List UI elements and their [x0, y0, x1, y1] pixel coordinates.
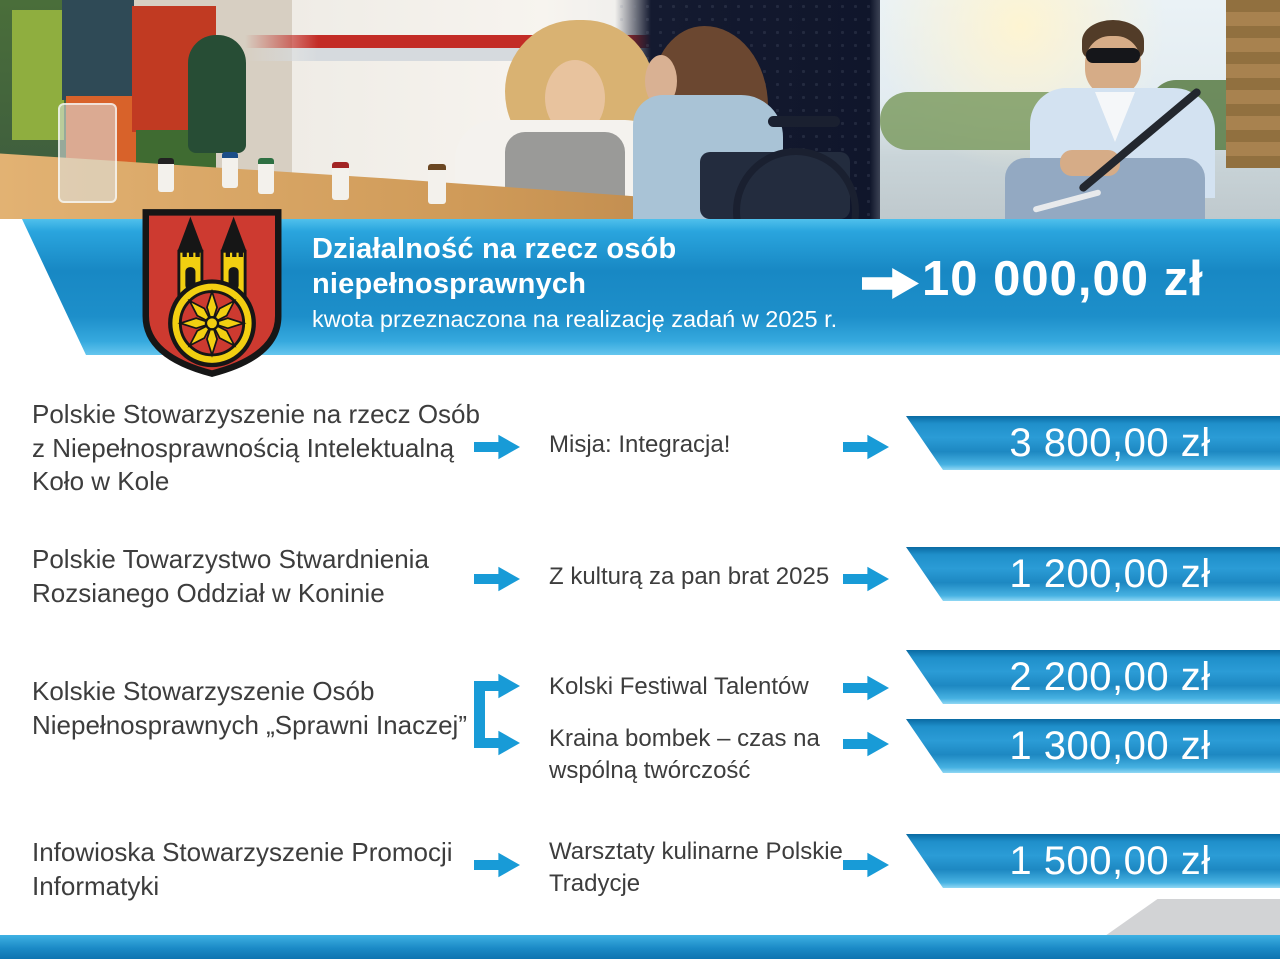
- org-name: Polskie Towarzystwo Stwardnienia Rozsian…: [32, 544, 429, 608]
- paint-bottle: [428, 164, 446, 204]
- photo-strip: [0, 0, 1280, 219]
- org-name: Polskie Stowarzyszenie na rzecz Osób z N…: [32, 399, 480, 497]
- org-name: Kolskie Stowarzyszenie Osób Niepełnospra…: [32, 676, 467, 740]
- branch-bracket-icon: [474, 686, 485, 743]
- project-name: Kraina bombek – czas na wspólną twórczoś…: [549, 725, 820, 784]
- man-face: [1085, 36, 1141, 96]
- mural-block: [62, 0, 134, 100]
- kolo-coat-of-arms: [142, 209, 282, 377]
- banner-title: Działalność na rzecz osób niepełnosprawn…: [312, 233, 677, 300]
- project-name: Z kulturą za pan brat 2025: [549, 563, 830, 590]
- amount-badge: 1 300,00 zł: [906, 719, 1280, 773]
- amount-value: 1 300,00 zł: [1009, 723, 1211, 768]
- paint-bottle: [258, 158, 274, 194]
- amount-value: 1 500,00 zł: [1009, 838, 1211, 883]
- gray-slant-decoration: [1105, 899, 1280, 936]
- paint-bottle: [332, 162, 349, 200]
- wheelchair-armrest: [768, 116, 840, 127]
- amount-badge: 2 200,00 zł: [906, 650, 1280, 704]
- mural-vase-shape: [188, 35, 246, 153]
- mural-block: [12, 10, 64, 140]
- arrow-right-icon: [843, 731, 889, 757]
- amount-badge: 1 500,00 zł: [906, 834, 1280, 888]
- project-name: Misja: Integracja!: [549, 431, 731, 458]
- amount-badge: 3 800,00 zł: [906, 416, 1280, 470]
- total-amount: 10 000,00 zł: [922, 252, 1204, 306]
- paint-bottle: [222, 152, 238, 188]
- org-name: Infowioska Stowarzyszenie Promocji Infor…: [32, 837, 453, 901]
- amount-badge: 1 200,00 zł: [906, 547, 1280, 601]
- amount-value: 3 800,00 zł: [1009, 420, 1211, 465]
- building-right: [1226, 0, 1280, 168]
- project-name: Kolski Festiwal Talentów: [549, 673, 809, 700]
- banner-subtitle: kwota przeznaczona na realizację zadań w…: [312, 306, 838, 332]
- bottom-blue-bar: [0, 935, 1280, 959]
- glass-vase: [58, 103, 117, 203]
- sunglasses: [1086, 48, 1140, 63]
- project-name: Warsztaty kulinarne Polskie Tradycje: [549, 838, 843, 897]
- amount-value: 1 200,00 zł: [1009, 551, 1211, 596]
- paint-bottle: [158, 158, 174, 192]
- amount-value: 2 200,00 zł: [1009, 654, 1211, 699]
